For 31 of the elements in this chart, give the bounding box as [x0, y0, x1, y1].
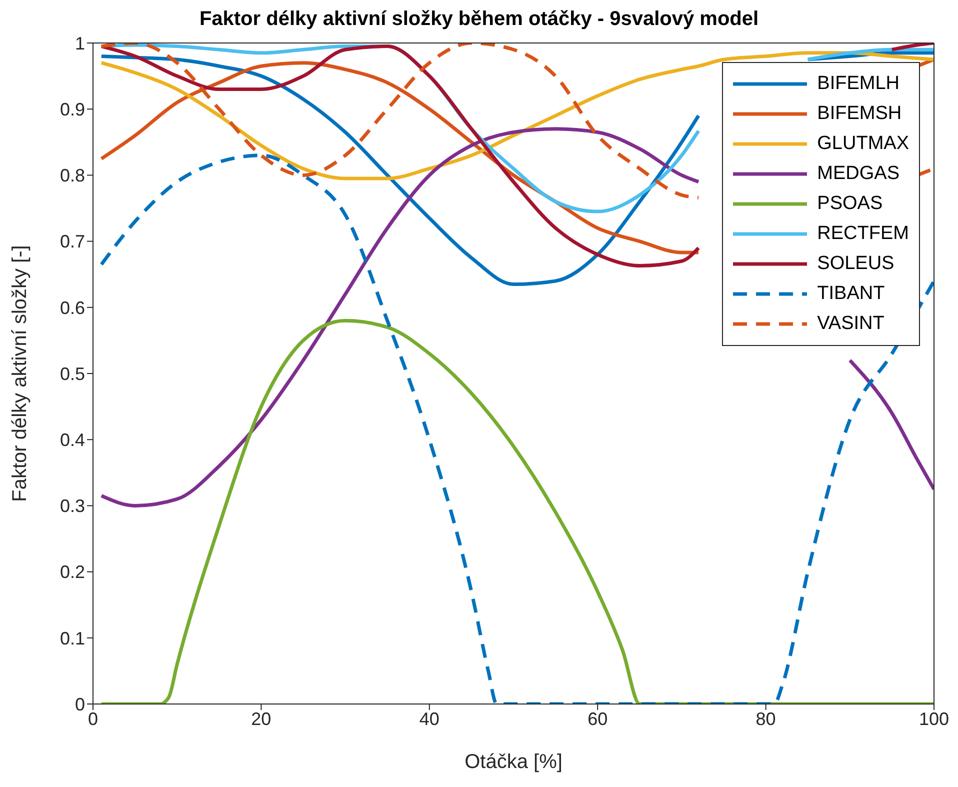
y-axis-title: Faktor délky aktivní složky [-] [9, 245, 32, 502]
line-series [100, 154, 934, 704]
x-tick-label: 100 [918, 708, 950, 729]
x-tick-label: 60 [588, 708, 608, 729]
legend-label: BIFEMLH [817, 73, 900, 95]
x-tick-label: 20 [251, 708, 272, 729]
legend-label: PSOAS [817, 193, 883, 215]
legend-label: SOLEUS [817, 253, 894, 275]
y-tick-label: 0.4 [60, 430, 85, 450]
legend-label: VASINT [817, 313, 884, 335]
x-axis-title: Otáčka [%] [464, 751, 562, 774]
y-tick-label: 0.5 [60, 364, 85, 384]
y-tick-label: 0.2 [60, 562, 85, 582]
legend-label: MEDGAS [817, 163, 900, 185]
line-series [100, 51, 934, 180]
y-tick-label: 0.6 [60, 298, 85, 318]
x-tick-label: 80 [756, 708, 776, 729]
legend-label: BIFEMSH [817, 103, 902, 125]
y-tick-label: 0.8 [60, 166, 85, 186]
y-tick-label: 0.3 [60, 496, 85, 516]
legend-label: TIBANT [817, 283, 885, 305]
y-tick-label: 0.9 [60, 99, 85, 120]
y-tick-label: 0.7 [60, 232, 85, 252]
legend-label: RECTFEM [817, 223, 909, 245]
legend-label: GLUTMAX [817, 133, 909, 155]
y-tick-label: 1 [74, 33, 85, 54]
y-tick-label: 0 [74, 694, 85, 714]
x-tick-label: 40 [419, 708, 440, 729]
x-tick-label: 0 [88, 708, 98, 729]
chart-title: Faktor délky aktivní složky během otáčky - 9svalový model [198, 8, 760, 32]
y-tick-label: 0.1 [60, 628, 85, 648]
